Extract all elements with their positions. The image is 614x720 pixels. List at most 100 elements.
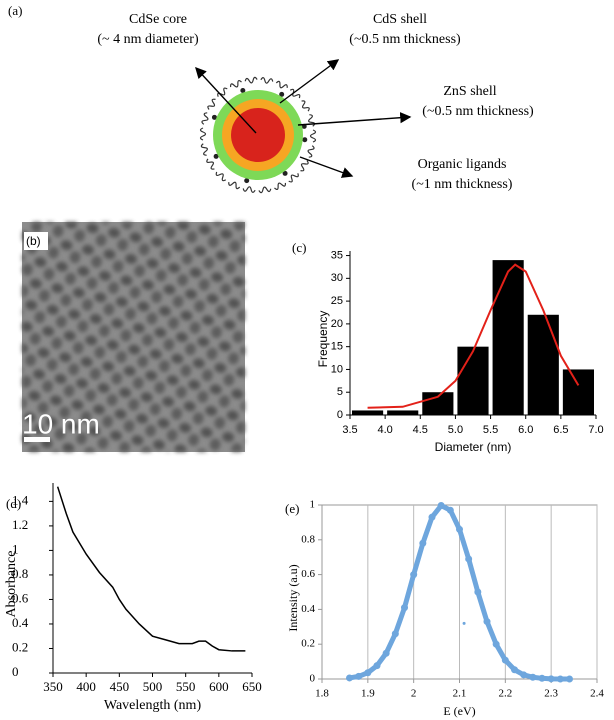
x-tick-label: 4.5	[413, 424, 428, 436]
point	[474, 588, 482, 596]
ligand-head	[302, 137, 308, 143]
panel-label: (e)	[285, 501, 299, 516]
ligand-head	[240, 88, 246, 94]
label: ZnS shell	[443, 84, 496, 99]
ligand	[307, 145, 315, 158]
bar	[387, 410, 419, 415]
ligand	[242, 186, 256, 193]
label: (~1 nm thickness)	[412, 177, 513, 192]
ligand	[274, 182, 286, 191]
y-tick-label: 0.4	[12, 615, 29, 630]
ligand	[200, 143, 208, 156]
ligand	[289, 88, 301, 99]
x-tick-label: 600	[209, 679, 229, 694]
bar	[562, 369, 594, 415]
x-tick-label: 400	[76, 679, 96, 694]
ligand	[301, 100, 310, 112]
panel-label: (d)	[6, 496, 21, 511]
ligand	[201, 112, 209, 125]
ligand	[288, 173, 299, 183]
y-tick-label: 1	[310, 499, 316, 511]
y-tick-label: 0.4	[301, 603, 315, 615]
x-tick-label: 2.1	[453, 688, 467, 700]
y-tick-label: 35	[331, 249, 343, 261]
y-axis-title: Frequency	[316, 311, 330, 368]
point	[566, 675, 573, 683]
y-tick-label: 0.8	[12, 566, 28, 581]
point	[446, 506, 454, 514]
chart: (c) 3.5 4.0 4.5 5.0 5.5 6.0 6.5 7.0 0 5 10 15 20 25 30 3…	[292, 240, 604, 454]
ligand	[244, 76, 258, 84]
panel-label-box	[24, 232, 48, 250]
x-tick-label: 450	[110, 679, 130, 694]
panel-label: (b)	[26, 234, 41, 248]
x-tick-label: 5.0	[448, 424, 463, 436]
ligand	[309, 129, 317, 143]
point	[410, 571, 418, 579]
line	[56, 486, 246, 652]
y-tick-label: 0.2	[12, 639, 28, 654]
x-tick-label: 7.0	[588, 424, 603, 436]
x-tick-label: 3.5	[342, 424, 357, 436]
label: (~0.5 nm thickness)	[349, 32, 461, 47]
y-tick-label: 10	[331, 363, 343, 375]
arrow	[195, 66, 257, 134]
point	[529, 673, 537, 681]
point	[462, 621, 466, 625]
ligand	[230, 79, 242, 88]
y-tick-label: 0.6	[301, 568, 315, 580]
ligand-head	[211, 114, 217, 120]
x-axis-title: Diameter (nm)	[435, 440, 512, 454]
x-tick-label: 500	[143, 679, 163, 694]
y-tick-label: 1.4	[12, 492, 29, 507]
ligand	[207, 98, 216, 110]
point	[520, 671, 528, 679]
arrow	[297, 112, 412, 126]
y-tick-label: 0.2	[301, 638, 315, 650]
bar	[527, 314, 559, 415]
point	[364, 669, 372, 677]
y-tick-label: 0	[337, 409, 343, 421]
chart: (d) 350 400 450 500 550 600 650 0 0.2 0.4 0.6 0.8 1 1.…	[4, 483, 262, 713]
ligand	[308, 114, 316, 127]
bar	[492, 260, 524, 415]
point	[391, 630, 399, 638]
arrows	[195, 59, 412, 178]
chart: (e) 1.8 1.9 2 2.1 2.2 2.3 2.4 0 0.2 0.4 0.6 0.8 1 E (e…	[285, 499, 604, 718]
x-axis-title: E (eV)	[443, 704, 475, 718]
scale-bar	[24, 437, 50, 442]
y-tick-label: 0.8	[301, 533, 315, 545]
point	[501, 656, 509, 664]
ligand	[228, 181, 241, 190]
y-tick-label: 0	[310, 673, 316, 685]
ligand	[215, 171, 227, 182]
x-tick-label: 2.3	[544, 688, 558, 700]
y-axis-title: Absorbance	[4, 551, 19, 618]
bar	[457, 346, 489, 415]
label: Organic ligands	[418, 157, 507, 172]
bar	[422, 392, 454, 415]
ligand	[217, 87, 228, 97]
y-tick-label: 1	[12, 541, 19, 556]
point	[538, 674, 546, 682]
point	[492, 640, 500, 648]
bar	[352, 410, 384, 415]
x-axis-title: Wavelength (nm)	[104, 698, 202, 713]
x-tick-label: 550	[176, 679, 196, 694]
ligand-head	[279, 91, 285, 97]
x-tick-label: 6.0	[518, 424, 533, 436]
point	[437, 502, 445, 510]
x-tick-label: 350	[43, 679, 63, 694]
x-tick-label: 5.5	[483, 424, 498, 436]
point	[401, 604, 408, 612]
point	[346, 674, 353, 682]
fit-curve	[367, 263, 580, 409]
arrow	[279, 59, 340, 104]
cdse-core	[231, 108, 285, 162]
point	[556, 675, 564, 683]
arrow	[299, 156, 354, 178]
ligand-head	[213, 153, 219, 159]
x-tick-label: 1.9	[361, 688, 375, 700]
panel-label: (c)	[292, 240, 306, 255]
